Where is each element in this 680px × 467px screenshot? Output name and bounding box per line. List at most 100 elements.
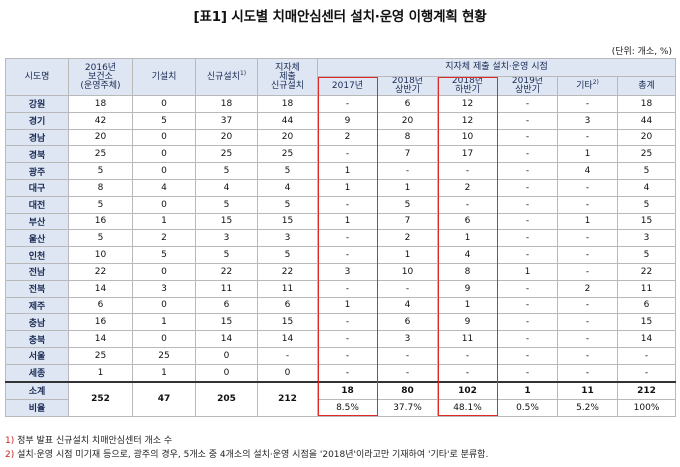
table-row: 세종 1 1 0 0- - - - - -: [5, 363, 677, 383]
ratio-cell: 0.5%: [497, 398, 558, 417]
health-center-cell: 10: [68, 246, 133, 264]
period-cell: 1: [437, 229, 498, 248]
table-row: 전북 14 3 11 11- -9-2 11: [5, 279, 677, 298]
period-cell: 25: [616, 145, 677, 164]
total-label: 소계: [5, 380, 69, 400]
period-cell: -: [317, 363, 378, 383]
existing-cell: 5: [132, 246, 196, 264]
new-install-cell: 14: [195, 330, 258, 348]
period-cell: -: [497, 111, 558, 130]
unit-label: (단위: 개소, %): [611, 47, 672, 57]
period-cell: -: [557, 262, 618, 281]
period-cell: 2: [557, 279, 618, 298]
period-cell: -: [497, 195, 558, 214]
new-install-cell: 15: [195, 313, 258, 332]
region-cell: 경기: [5, 111, 69, 130]
health-center-cell: 22: [68, 262, 133, 281]
region-cell: 경남: [5, 128, 69, 147]
total-period-cell: 18: [317, 380, 378, 400]
period-cell: -: [497, 145, 558, 164]
period-cell: 6: [616, 296, 677, 315]
health-center-cell: 5: [68, 229, 133, 248]
period-cell: -: [497, 363, 558, 383]
ratio-label: 비율: [5, 398, 69, 417]
table-row: 대전 5 0 5 5-5- - -5: [5, 195, 677, 214]
table-row: 충남 16 1 15 15-6 9- -15: [5, 313, 677, 332]
new-install-cell: 5: [195, 162, 258, 180]
period-cell: 3: [557, 111, 618, 130]
period-cell: 3: [317, 262, 378, 281]
existing-cell: 0: [132, 162, 196, 180]
period-cell: -: [497, 212, 558, 231]
local-submit-cell: 11: [257, 279, 318, 298]
region-cell: 세종: [5, 363, 69, 383]
period-cell: 12: [437, 95, 498, 113]
total-period-cell: 80: [377, 380, 438, 400]
new-install-cell: 22: [195, 262, 258, 281]
total-period-cell: 102: [437, 380, 498, 400]
region-cell: 충남: [5, 313, 69, 332]
new-install-cell: 18: [195, 95, 258, 113]
total-period-cell: 11: [557, 380, 618, 400]
region-cell: 부산: [5, 212, 69, 231]
table-row: 광주 5 0 5 5 1- - -4 5: [5, 162, 677, 180]
period-cell: 1: [317, 296, 378, 315]
period-cell: -: [317, 346, 378, 365]
period-cell: 4: [557, 162, 618, 180]
existing-cell: 0: [132, 128, 196, 147]
local-submit-cell: 44: [257, 111, 318, 130]
table-row: 울산 5 2 3 3-2 1- -3: [5, 229, 677, 248]
table-row: 경남 20 0 20 20 2 8 10- -20: [5, 128, 677, 147]
total-period-cell: 1: [497, 380, 558, 400]
header-region: 시도명: [5, 58, 69, 96]
period-cell: 5: [616, 246, 677, 264]
period-cell: 1: [557, 145, 618, 164]
total-ni-cell: 205: [195, 380, 258, 417]
period-cell: -: [377, 162, 438, 180]
health-center-cell: 5: [68, 195, 133, 214]
header-period-other: 기타2): [557, 76, 618, 96]
footnotes: 1) 정부 발표 신규설치 치매안심센터 개소 수 2) 설치·운영 시점 미기…: [5, 434, 488, 462]
period-cell: -: [437, 195, 498, 214]
local-submit-cell: 18: [257, 95, 318, 113]
existing-cell: 25: [132, 346, 196, 365]
period-cell: 3: [377, 330, 438, 348]
period-cell: 44: [616, 111, 677, 130]
period-cell: -: [377, 346, 438, 365]
period-cell: 1: [437, 296, 498, 315]
table-row: 제주 6 0 6 6 1 4 1- -6: [5, 296, 677, 315]
period-cell: 15: [616, 313, 677, 332]
region-cell: 인천: [5, 246, 69, 264]
period-cell: -: [557, 330, 618, 348]
period-cell: -: [317, 279, 378, 298]
period-cell: -: [377, 363, 438, 383]
period-cell: 8: [377, 128, 438, 147]
period-cell: -: [497, 296, 558, 315]
period-cell: -: [557, 229, 618, 248]
period-cell: 18: [616, 95, 677, 113]
period-cell: 9: [437, 279, 498, 298]
existing-cell: 0: [132, 95, 196, 113]
header-health-center: 2016년 보건소 (운영주체): [68, 58, 133, 96]
period-cell: 1: [317, 212, 378, 231]
period-cell: 1: [497, 262, 558, 281]
existing-cell: 0: [132, 296, 196, 315]
period-cell: 12: [437, 111, 498, 130]
period-cell: 14: [616, 330, 677, 348]
period-cell: 6: [377, 313, 438, 332]
header-existing: 기설치: [132, 58, 196, 96]
table-row: 충북 14 0 14 14-3 11- -14: [5, 330, 677, 348]
period-cell: 8: [437, 262, 498, 281]
period-cell: -: [497, 229, 558, 248]
period-cell: 20: [616, 128, 677, 147]
period-cell: 10: [437, 128, 498, 147]
period-cell: 20: [377, 111, 438, 130]
new-install-cell: 5: [195, 246, 258, 264]
local-submit-cell: 4: [257, 178, 318, 197]
period-cell: 2: [437, 178, 498, 197]
period-cell: -: [317, 229, 378, 248]
local-submit-cell: 15: [257, 212, 318, 231]
total-ex-cell: 47: [132, 380, 196, 417]
local-submit-cell: -: [257, 346, 318, 365]
local-submit-cell: 6: [257, 296, 318, 315]
